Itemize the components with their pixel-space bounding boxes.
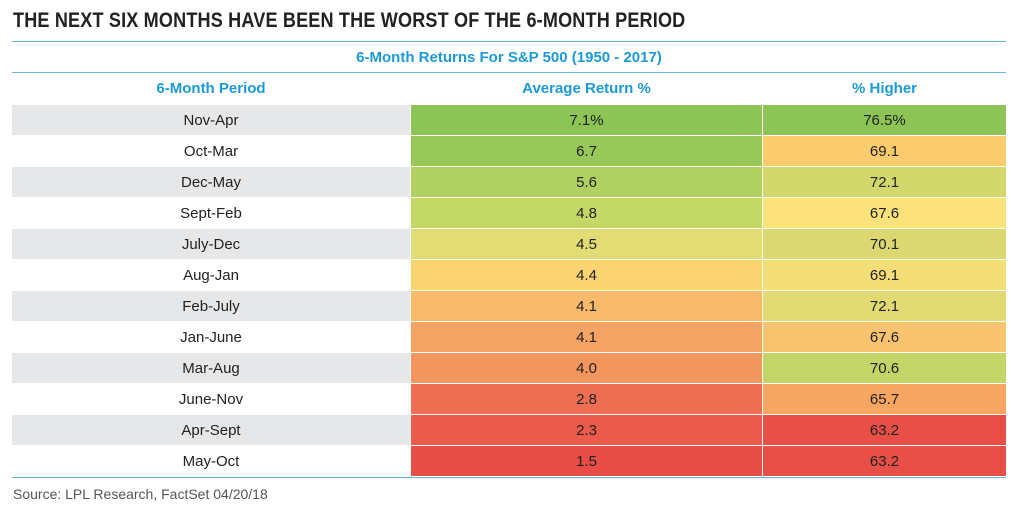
period-cell: June-Nov <box>12 384 410 414</box>
chart-title: THE NEXT SIX MONTHS HAVE BEEN THE WORST … <box>13 9 686 32</box>
returns-table: 6-Month Period Average Return % % Higher… <box>12 73 1006 476</box>
top-rule <box>12 41 1006 42</box>
table-subtitle: 6-Month Returns For S&P 500 (1950 - 2017… <box>356 48 662 66</box>
average-return-cell: 4.1 <box>410 322 762 352</box>
percent-higher-cell: 72.1 <box>762 167 1006 197</box>
table-row: Dec-May 5.6 72.1 <box>12 166 1006 197</box>
table-row: Aug-Jan 4.4 69.1 <box>12 259 1006 290</box>
source-note: Source: LPL Research, FactSet 04/20/18 <box>13 486 268 502</box>
table-header-row: 6-Month Period Average Return % % Higher <box>12 73 1006 104</box>
percent-higher-cell: 63.2 <box>762 446 1006 476</box>
percent-higher-cell: 70.6 <box>762 353 1006 383</box>
column-header-period: 6-Month Period <box>156 80 266 97</box>
percent-higher-cell: 69.1 <box>762 136 1006 166</box>
average-return-cell: 1.5 <box>410 446 762 476</box>
percent-higher-cell: 70.1 <box>762 229 1006 259</box>
column-header-percent-higher: % Higher <box>762 73 1006 104</box>
table-row: July-Dec 4.5 70.1 <box>12 228 1006 259</box>
percent-higher-cell: 69.1 <box>762 260 1006 290</box>
average-return-cell: 2.3 <box>410 415 762 445</box>
percent-higher-cell: 65.7 <box>762 384 1006 414</box>
period-cell: July-Dec <box>12 229 410 259</box>
average-return-cell: 7.1% <box>410 105 762 135</box>
average-return-cell: 4.4 <box>410 260 762 290</box>
average-return-cell: 4.0 <box>410 353 762 383</box>
period-cell: Jan-June <box>12 322 410 352</box>
percent-higher-cell: 63.2 <box>762 415 1006 445</box>
average-return-cell: 5.6 <box>410 167 762 197</box>
period-cell: Oct-Mar <box>12 136 410 166</box>
period-cell: Dec-May <box>12 167 410 197</box>
bottom-rule <box>12 477 1006 478</box>
period-cell: Sept-Feb <box>12 198 410 228</box>
table-row: Nov-Apr 7.1% 76.5% <box>12 104 1006 135</box>
table-row: Apr-Sept 2.3 63.2 <box>12 414 1006 445</box>
table-body: Nov-Apr 7.1% 76.5% Oct-Mar 6.7 69.1 Dec-May 5.6… <box>12 104 1006 476</box>
average-return-cell: 2.8 <box>410 384 762 414</box>
average-return-cell: 6.7 <box>410 136 762 166</box>
table-row: June-Nov 2.8 65.7 <box>12 383 1006 414</box>
table-row: Oct-Mar 6.7 69.1 <box>12 135 1006 166</box>
period-cell: May-Oct <box>12 446 410 476</box>
period-cell: Mar-Aug <box>12 353 410 383</box>
column-header-average-return: Average Return % <box>410 73 762 104</box>
average-return-cell: 4.1 <box>410 291 762 321</box>
average-return-cell: 4.5 <box>410 229 762 259</box>
percent-higher-cell: 72.1 <box>762 291 1006 321</box>
percent-higher-cell: 67.6 <box>762 322 1006 352</box>
table-row: May-Oct 1.5 63.2 <box>12 445 1006 476</box>
period-cell: Nov-Apr <box>12 105 410 135</box>
table-row: Sept-Feb 4.8 67.6 <box>12 197 1006 228</box>
table-row: Mar-Aug 4.0 70.6 <box>12 352 1006 383</box>
period-cell: Aug-Jan <box>12 260 410 290</box>
average-return-cell: 4.8 <box>410 198 762 228</box>
mid-rule <box>12 72 1006 73</box>
table-row: Feb-July 4.1 72.1 <box>12 290 1006 321</box>
period-cell: Apr-Sept <box>12 415 410 445</box>
percent-higher-cell: 67.6 <box>762 198 1006 228</box>
period-cell: Feb-July <box>12 291 410 321</box>
percent-higher-cell: 76.5% <box>762 105 1006 135</box>
table-row: Jan-June 4.1 67.6 <box>12 321 1006 352</box>
